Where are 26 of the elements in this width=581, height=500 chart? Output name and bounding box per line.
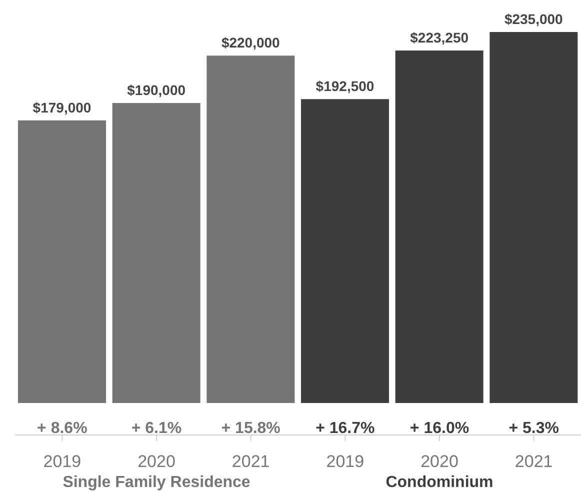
data-label: $235,000 (504, 11, 564, 27)
text: + 6.1% (131, 420, 182, 437)
bar (301, 99, 389, 403)
text: Single Family Residence (62, 474, 252, 492)
data-label: $223,250 (410, 30, 469, 46)
bar (206, 56, 295, 403)
text: + 15.8% (221, 420, 280, 437)
x-tick-label: 2021 (514, 452, 553, 471)
bar (112, 103, 200, 403)
data-label: $192,500 (316, 78, 374, 94)
x-tick-label: 2021 (232, 452, 270, 471)
bar (18, 120, 106, 403)
text: + 8.6% (37, 420, 88, 437)
text: + 16.7% (316, 420, 375, 437)
data-label: $220,000 (221, 34, 280, 51)
x-tick-label: 2019 (326, 452, 364, 471)
x-tick-label: 2020 (420, 452, 458, 471)
bar (490, 32, 578, 403)
text: Condominium (384, 474, 494, 492)
x-tick-label: 2020 (138, 452, 176, 471)
data-label: $190,000 (127, 82, 186, 98)
x-tick-label: 2019 (43, 452, 82, 471)
text: + 16.0% (410, 420, 470, 437)
data-label: $179,000 (32, 99, 92, 116)
text: + 5.3% (508, 420, 559, 437)
bar (395, 50, 484, 403)
